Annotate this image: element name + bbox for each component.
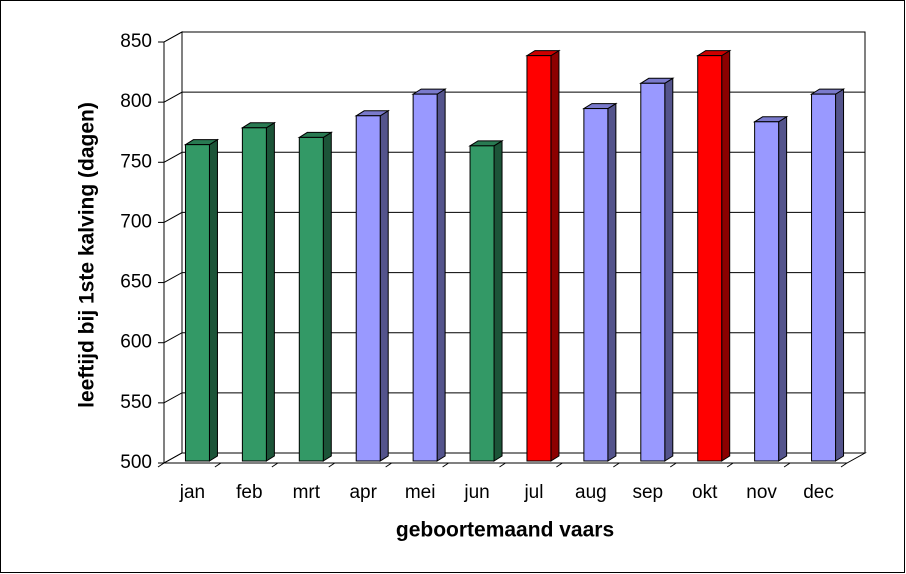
x-tick: [214, 462, 222, 468]
x-tick-label: dec: [803, 482, 834, 503]
x-tick-label: jun: [463, 482, 489, 503]
x-tick: [783, 462, 791, 468]
x-tick-label: jul: [523, 482, 543, 503]
x-tick: [669, 462, 677, 468]
y-tick-label: 800: [120, 91, 152, 112]
bar-side: [322, 131, 332, 462]
bar-side: [379, 109, 389, 462]
x-tick-label: aug: [575, 482, 607, 503]
y-tick-label: 750: [120, 151, 152, 172]
bar: [469, 145, 495, 462]
x-tick-label: apr: [349, 482, 377, 503]
bar: [184, 144, 210, 462]
grid-line: [163, 272, 865, 284]
x-tick: [271, 462, 279, 468]
bar: [811, 93, 837, 462]
bar: [697, 55, 723, 462]
bar: [640, 82, 666, 462]
grid-line: [163, 392, 865, 404]
x-tick: [157, 462, 165, 468]
bar: [583, 108, 609, 462]
bar-side: [265, 121, 275, 462]
grid-line: [163, 91, 865, 103]
y-axis-title: leeftijd bij 1ste kalving (dagen): [76, 102, 99, 408]
grid-line: [163, 31, 865, 43]
x-tick-label: okt: [692, 482, 718, 503]
grid-line: [163, 452, 865, 464]
y-tick-label: 700: [120, 211, 152, 232]
x-tick: [556, 462, 563, 468]
x-axis-title: geboortemaand vaars: [396, 519, 614, 542]
bar: [241, 127, 267, 462]
y-tick-label: 500: [120, 452, 152, 473]
y-tick-label: 600: [120, 332, 152, 353]
bar-side: [493, 139, 503, 462]
bar-side: [436, 88, 446, 462]
y-tick-label: 850: [120, 31, 152, 52]
y-tick-label: 550: [120, 392, 152, 413]
x-tick-label: mei: [405, 482, 436, 503]
x-tick: [385, 462, 392, 468]
x-tick: [726, 462, 734, 468]
bar-side: [664, 77, 674, 462]
grid-line: [163, 332, 865, 344]
x-tick: [328, 462, 336, 468]
grid-line: [163, 151, 865, 163]
bar-side: [607, 102, 617, 462]
bar: [526, 55, 552, 462]
x-tick: [840, 462, 848, 468]
bar-side: [721, 49, 731, 462]
bar: [412, 93, 438, 462]
x-tick: [613, 462, 620, 468]
grid-line: [163, 211, 865, 223]
x-tick-label: jan: [179, 482, 205, 503]
x-tick: [442, 462, 449, 468]
bar-side: [550, 49, 560, 462]
bar: [298, 136, 324, 462]
y-tick-label: 650: [120, 272, 152, 293]
x-tick: [499, 462, 506, 468]
x-tick-label: feb: [236, 482, 262, 503]
bar: [754, 121, 780, 462]
x-tick-label: nov: [746, 482, 777, 503]
bar-side: [208, 138, 218, 462]
x-tick-label: sep: [632, 482, 663, 503]
bar-side: [778, 115, 788, 462]
x-tick-label: mrt: [293, 482, 321, 503]
bar: [355, 115, 381, 462]
bar-side: [835, 88, 845, 462]
